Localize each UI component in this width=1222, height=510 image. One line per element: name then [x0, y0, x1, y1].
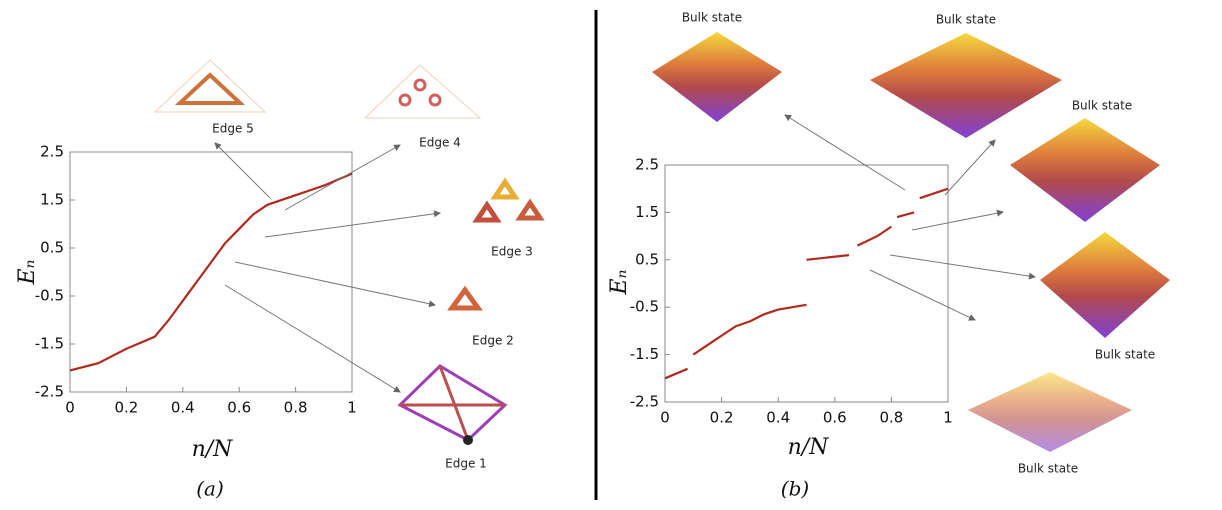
x-tick-label: 0.4 — [171, 399, 195, 417]
x-tick-label: 0.8 — [879, 409, 903, 427]
x-axis-label: n/N — [192, 437, 234, 462]
annotation: Edge 5 — [212, 122, 254, 136]
annotation: Bulk state — [1095, 348, 1155, 362]
x-tick-label: 0.4 — [766, 409, 790, 427]
annotation: Bulk state — [1018, 462, 1078, 476]
x-tick-label: 1 — [347, 399, 357, 417]
plot-frame — [69, 151, 353, 393]
annotation: Bulk state — [936, 13, 996, 27]
annotation: Edge 2 — [472, 334, 514, 348]
annotation-arrow — [214, 142, 271, 199]
y-tick-label: -2.5 — [35, 383, 64, 401]
caption: (a) — [196, 477, 224, 501]
edge-pictures — [153, 59, 545, 445]
x-tick-label: 0 — [65, 399, 75, 417]
annotation-arrow — [284, 144, 401, 211]
y-tick-label: -0.5 — [35, 287, 64, 305]
x-axis-label: n/N — [788, 435, 830, 460]
y-tick-label: -1.5 — [630, 345, 659, 363]
annotation-arrow — [889, 254, 1036, 280]
y-tick-label: -0.5 — [630, 298, 659, 316]
annotation-arrow — [869, 269, 976, 321]
annotation: Edge 1 — [445, 457, 487, 471]
y-tick-label: -1.5 — [35, 335, 64, 353]
annotation: Edge 4 — [419, 136, 461, 150]
annotation: Edge 3 — [491, 245, 533, 259]
x-tick-label: 1 — [943, 409, 953, 427]
y-tick-label: 2.5 — [635, 156, 659, 174]
x-tick-label: 0.8 — [284, 399, 308, 417]
caption: (b) — [781, 477, 809, 501]
y-tick-label: 1.5 — [635, 203, 659, 221]
y-tick-label: 0.5 — [635, 250, 659, 268]
data-line — [69, 172, 353, 372]
annotation: Bulk state — [1072, 99, 1132, 113]
x-tick-label: 0.2 — [114, 399, 138, 417]
annotation-arrow — [944, 139, 996, 196]
plot-frame — [664, 164, 949, 403]
annotation-arrow — [224, 284, 401, 393]
y-tick-label: 0.5 — [40, 239, 64, 257]
x-tick-label: 0.6 — [823, 409, 847, 427]
annotation-arrow — [911, 209, 1004, 231]
x-tick-label: 0.6 — [227, 399, 251, 417]
bulk-pictures — [652, 32, 1170, 452]
data-line — [664, 187, 949, 380]
x-tick-label: 0.2 — [710, 409, 734, 427]
annotation: Bulk state — [682, 11, 742, 25]
y-tick-label: -2.5 — [630, 393, 659, 411]
x-tick-label: 0 — [660, 409, 670, 427]
annotation-arrow — [784, 114, 906, 191]
annotation-arrow — [264, 210, 441, 238]
y-tick-label: 2.5 — [40, 143, 64, 161]
y-axis-label: Eₙ — [15, 260, 40, 286]
y-axis-label: Eₙ — [607, 270, 632, 296]
y-tick-label: 1.5 — [40, 191, 64, 209]
annotation-arrow — [234, 261, 436, 308]
